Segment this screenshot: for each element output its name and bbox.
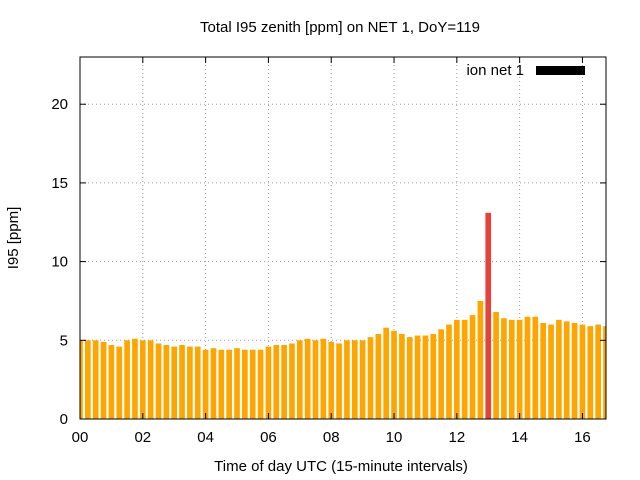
bar — [344, 340, 350, 419]
bar — [242, 349, 248, 419]
bar — [194, 346, 201, 419]
y-tick-label: 10 — [51, 254, 68, 271]
bar — [80, 340, 83, 419]
bar — [336, 343, 342, 419]
bar — [312, 340, 319, 419]
y-tick-label: 20 — [51, 96, 68, 113]
bar — [92, 340, 99, 419]
bar — [147, 340, 154, 419]
bar — [532, 316, 539, 419]
bar — [571, 322, 578, 419]
bar — [414, 335, 421, 419]
x-tick-label: 06 — [260, 429, 277, 446]
bar — [202, 349, 209, 419]
x-tick-label: 10 — [386, 429, 403, 446]
bar — [587, 326, 594, 419]
bar — [171, 346, 178, 419]
bar — [257, 349, 264, 419]
bar — [540, 322, 547, 419]
bar — [218, 349, 225, 419]
bar — [579, 324, 586, 419]
bar — [469, 315, 476, 419]
grid-lines — [80, 57, 606, 419]
legend-label: ion net 1 — [466, 62, 524, 79]
bar — [249, 349, 256, 419]
bar — [304, 338, 311, 419]
bar — [367, 337, 374, 419]
bar — [603, 326, 606, 419]
bar — [320, 338, 327, 419]
x-tick-label: 08 — [323, 429, 340, 446]
plot-frame — [79, 56, 607, 420]
bar — [281, 345, 287, 419]
bar — [273, 345, 280, 419]
x-tick-label: 02 — [134, 429, 151, 446]
x-tick-label: 16 — [574, 429, 591, 446]
bar — [406, 337, 413, 419]
y-axis-label: I95 [ppm] — [5, 207, 22, 270]
bar — [234, 348, 240, 419]
x-axis-ticks: 00 02 04 06 08 10 12 14 16 — [72, 57, 591, 446]
bar — [179, 345, 185, 419]
bar — [139, 340, 146, 419]
bar — [516, 319, 523, 419]
bar — [265, 346, 272, 419]
bar — [108, 345, 115, 419]
bars — [80, 212, 606, 419]
chart-title: Total I95 zenith [ppm] on NET 1, DoY=119 — [200, 19, 480, 36]
bar — [383, 327, 390, 419]
bar — [100, 341, 107, 419]
y-axis-ticks: 0 5 10 15 20 — [51, 96, 606, 428]
bar — [155, 343, 162, 419]
bar — [563, 321, 570, 419]
bar — [399, 334, 405, 419]
bar — [210, 348, 217, 419]
bar — [163, 345, 170, 419]
x-tick-label: 14 — [511, 429, 528, 446]
bar — [485, 212, 492, 419]
bar — [187, 346, 193, 419]
bar — [461, 319, 468, 419]
bar — [85, 340, 91, 419]
bar — [548, 324, 554, 419]
bar — [477, 300, 484, 419]
bar — [391, 330, 397, 419]
bar — [524, 316, 531, 419]
bar — [422, 335, 429, 419]
bar — [501, 318, 507, 419]
x-tick-label: 12 — [448, 429, 465, 446]
bar — [446, 324, 452, 419]
x-tick-label: 00 — [72, 429, 89, 446]
bar — [132, 338, 138, 419]
bar — [375, 334, 382, 419]
x-axis-label: Time of day UTC (15-minute intervals) — [214, 458, 468, 475]
bar — [226, 349, 232, 419]
legend: ion net 1 — [466, 62, 585, 79]
y-tick-label: 15 — [51, 175, 68, 192]
bar — [289, 343, 295, 419]
bar — [359, 340, 366, 419]
bar — [328, 341, 335, 419]
x-tick-label: 04 — [197, 429, 214, 446]
bar — [124, 340, 130, 419]
bar — [556, 319, 562, 419]
bar — [296, 340, 303, 419]
y-tick-label: 0 — [60, 411, 68, 428]
legend-swatch — [536, 66, 585, 75]
bar — [116, 346, 123, 419]
bar — [595, 324, 601, 419]
bar — [430, 334, 437, 419]
bar — [351, 340, 358, 419]
bar — [454, 319, 460, 419]
bar — [438, 329, 444, 419]
bar — [508, 319, 515, 419]
bar — [493, 311, 499, 419]
y-tick-label: 5 — [60, 332, 68, 349]
